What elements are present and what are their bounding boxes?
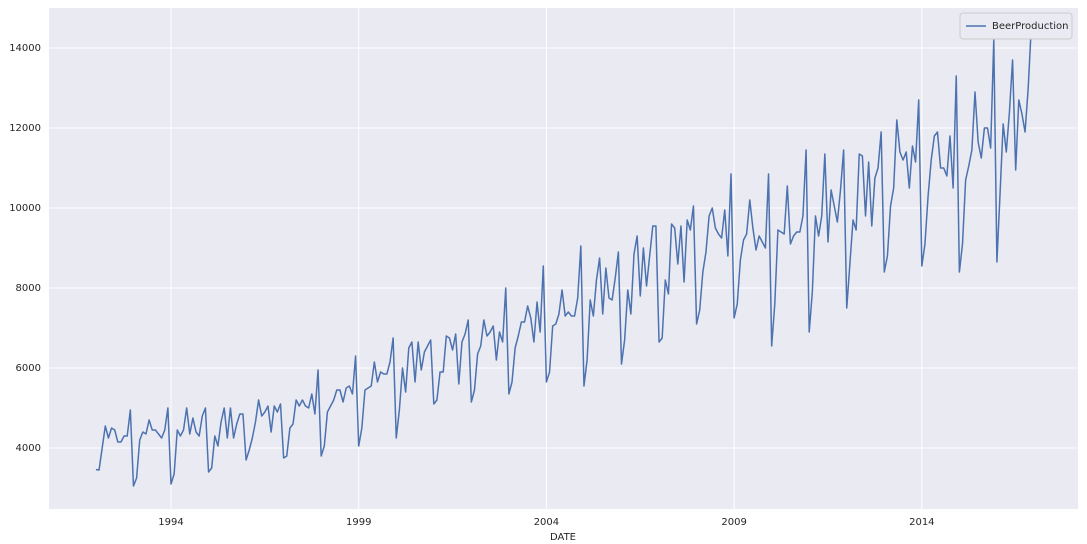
legend-box (959, 12, 1073, 40)
x-tick-label: 2009 (721, 517, 746, 528)
y-tick-label: 14000 (9, 43, 41, 54)
y-tick-label: 8000 (16, 283, 41, 294)
y-tick-label: 10000 (9, 203, 41, 214)
y-tick-label: 12000 (9, 123, 41, 134)
x-tick-label: 1999 (346, 517, 371, 528)
x-axis-label: DATE (550, 532, 576, 543)
y-tick-label: 4000 (16, 443, 41, 454)
x-tick-label: 1994 (158, 517, 183, 528)
data-line (95, 25, 1033, 487)
x-tick-label: 2004 (534, 517, 559, 528)
y-tick-label: 6000 (16, 363, 41, 374)
x-tick-label: 2014 (909, 517, 934, 528)
legend-label: BeerProduction (992, 21, 1068, 32)
